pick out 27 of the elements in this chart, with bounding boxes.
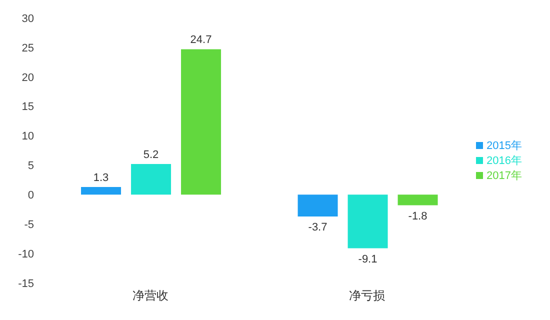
legend-label: 2016年 [486, 154, 522, 166]
y-tick-label: 25 [22, 42, 34, 54]
data-label: 1.3 [93, 172, 109, 184]
y-tick-label: -15 [18, 278, 34, 290]
bar [181, 49, 222, 195]
y-tick-label: -5 [24, 219, 34, 232]
bar [348, 194, 388, 248]
bar [298, 194, 338, 216]
x-tick-label: 净亏损 [349, 288, 386, 303]
data-label: 24.7 [190, 34, 212, 46]
y-tick-label: 15 [22, 101, 34, 114]
y-tick-label: 30 [22, 12, 34, 25]
y-tick-label: 0 [28, 190, 34, 202]
data-label: -9.1 [358, 253, 378, 266]
bar [398, 194, 438, 206]
data-label: -3.7 [308, 221, 328, 234]
legend-label: 2017年 [486, 170, 522, 182]
y-tick-label: 20 [22, 72, 34, 84]
y-tick-label: -10 [18, 248, 34, 260]
data-label: -1.8 [408, 210, 428, 222]
y-tick-label: 10 [22, 130, 34, 143]
bar [81, 187, 122, 195]
data-label: 5.2 [143, 149, 159, 162]
y-tick-label: 5 [28, 160, 34, 172]
legend-label: 2015年 [486, 140, 522, 152]
bar [131, 164, 172, 195]
x-tick-label: 净营收 [132, 288, 168, 303]
